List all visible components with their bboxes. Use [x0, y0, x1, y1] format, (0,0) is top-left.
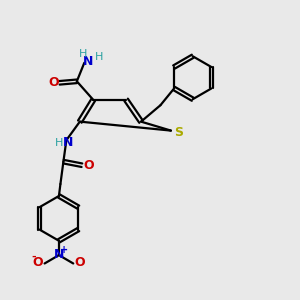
Text: H: H: [79, 49, 87, 59]
Text: O: O: [33, 256, 43, 269]
Text: H: H: [55, 137, 63, 148]
Text: N: N: [63, 136, 73, 149]
Text: N: N: [54, 248, 64, 261]
Text: O: O: [48, 76, 59, 89]
Text: O: O: [83, 159, 94, 172]
Text: +: +: [60, 245, 68, 255]
Text: -: -: [31, 252, 36, 262]
Text: N: N: [83, 55, 93, 68]
Text: O: O: [74, 256, 85, 269]
Text: S: S: [174, 126, 183, 139]
Text: H: H: [94, 52, 103, 62]
